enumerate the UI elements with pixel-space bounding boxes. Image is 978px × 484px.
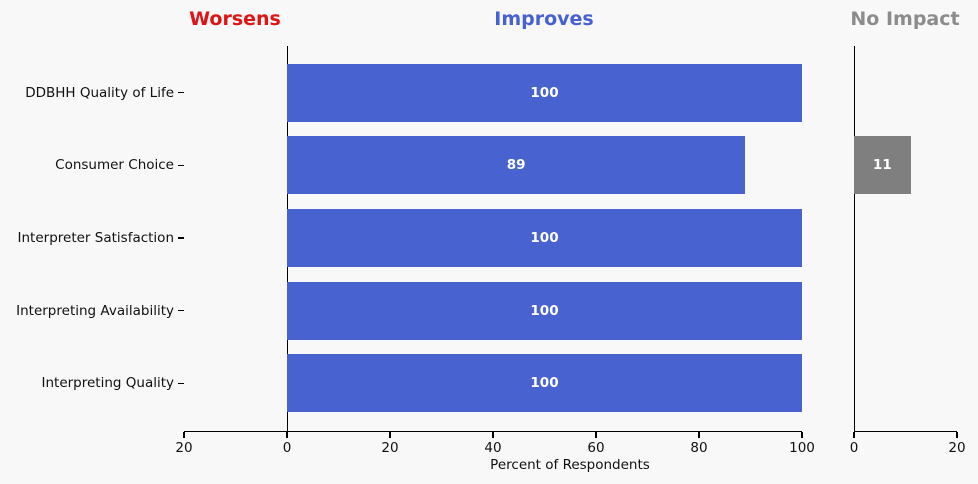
category-label: Consumer Choice [55, 157, 174, 174]
bar: 100 [287, 281, 802, 340]
x-tick [183, 431, 185, 438]
category-label: Interpreter Satisfaction [17, 230, 174, 246]
x-axis-line [287, 430, 802, 432]
bar: 11 [854, 136, 911, 195]
bar: 100 [287, 209, 802, 267]
bar-value-label: 100 [530, 375, 559, 392]
x-tick-label: 60 [587, 440, 605, 456]
x-tick [492, 431, 494, 438]
panel-title-worsens: Worsens [189, 8, 281, 30]
y-tick [177, 164, 184, 167]
bar-value-label: 11 [872, 157, 892, 174]
x-tick [595, 431, 597, 438]
x-tick [801, 431, 803, 438]
panel-title-improves: Improves [494, 8, 594, 30]
y-tick [177, 237, 184, 239]
bar: 100 [287, 354, 802, 413]
x-tick-label: 80 [690, 440, 708, 456]
bar-value-label: 89 [506, 157, 526, 174]
x-tick-label: 20 [175, 440, 193, 456]
bar-value-label: 100 [530, 302, 559, 319]
x-tick [956, 431, 958, 438]
x-tick [698, 431, 700, 438]
y-tick [177, 382, 184, 384]
y-axis-spine [854, 46, 856, 432]
x-tick-label: 100 [789, 440, 815, 456]
x-axis-line [854, 430, 957, 432]
bar-value-label: 100 [530, 230, 559, 246]
bar: 100 [287, 63, 802, 122]
x-tick [853, 431, 855, 438]
y-tick [177, 92, 184, 94]
category-label: Interpreting Quality [41, 375, 174, 392]
y-tick [177, 309, 184, 312]
bar: 89 [287, 136, 746, 195]
x-tick-label: 0 [282, 440, 292, 456]
x-axis-label: Percent of Respondents [490, 457, 650, 473]
category-label: DDBHH Quality of Life [25, 84, 174, 101]
x-axis-line [184, 430, 287, 432]
category-label: Interpreting Availability [16, 302, 174, 319]
x-tick-label: 20 [948, 440, 966, 456]
bar-value-label: 100 [530, 84, 559, 101]
x-tick [389, 431, 391, 438]
x-tick-label: 0 [849, 440, 859, 456]
x-tick [286, 431, 288, 438]
x-tick-label: 40 [484, 440, 502, 456]
panel-title-no-impact: No Impact [850, 8, 960, 30]
x-tick-label: 20 [381, 440, 399, 456]
